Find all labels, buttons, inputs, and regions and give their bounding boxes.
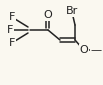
Text: Br: Br — [66, 6, 78, 16]
Text: F: F — [9, 12, 15, 22]
Text: F: F — [7, 25, 13, 35]
Text: O: O — [80, 45, 88, 55]
Text: —: — — [90, 45, 102, 55]
Text: O: O — [44, 10, 52, 20]
Text: F: F — [9, 38, 15, 48]
